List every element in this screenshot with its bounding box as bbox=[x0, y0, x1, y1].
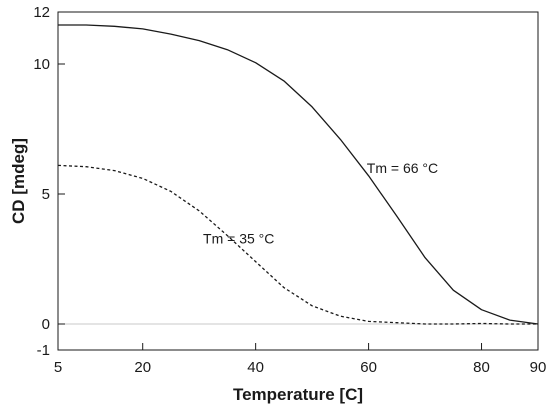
series-line-2 bbox=[57, 164, 538, 325]
x-axis-title: Temperature [C] bbox=[233, 385, 363, 404]
tm-annotation-2: Tm = 35 °C bbox=[203, 230, 274, 246]
y-tick-label: 10 bbox=[33, 56, 50, 73]
tm-annotation-1: Tm = 66 °C bbox=[367, 160, 438, 176]
y-tick-label: 0 bbox=[42, 316, 50, 333]
series-line-1 bbox=[58, 24, 539, 325]
x-tick-label: 5 bbox=[54, 359, 62, 376]
x-tick-label: 80 bbox=[473, 359, 490, 376]
x-tick-label: 40 bbox=[247, 359, 264, 376]
plot-frame bbox=[57, 11, 539, 351]
x-tick-label: 60 bbox=[360, 359, 377, 376]
y-axis-title: CD [mdeg] bbox=[9, 138, 28, 224]
x-tick-label: 20 bbox=[134, 359, 151, 376]
y-tick-label: 5 bbox=[42, 186, 50, 203]
y-tick-label: 12 bbox=[33, 4, 50, 21]
x-tick-label: 90 bbox=[530, 359, 547, 376]
y-tick-label: -1 bbox=[37, 342, 50, 359]
